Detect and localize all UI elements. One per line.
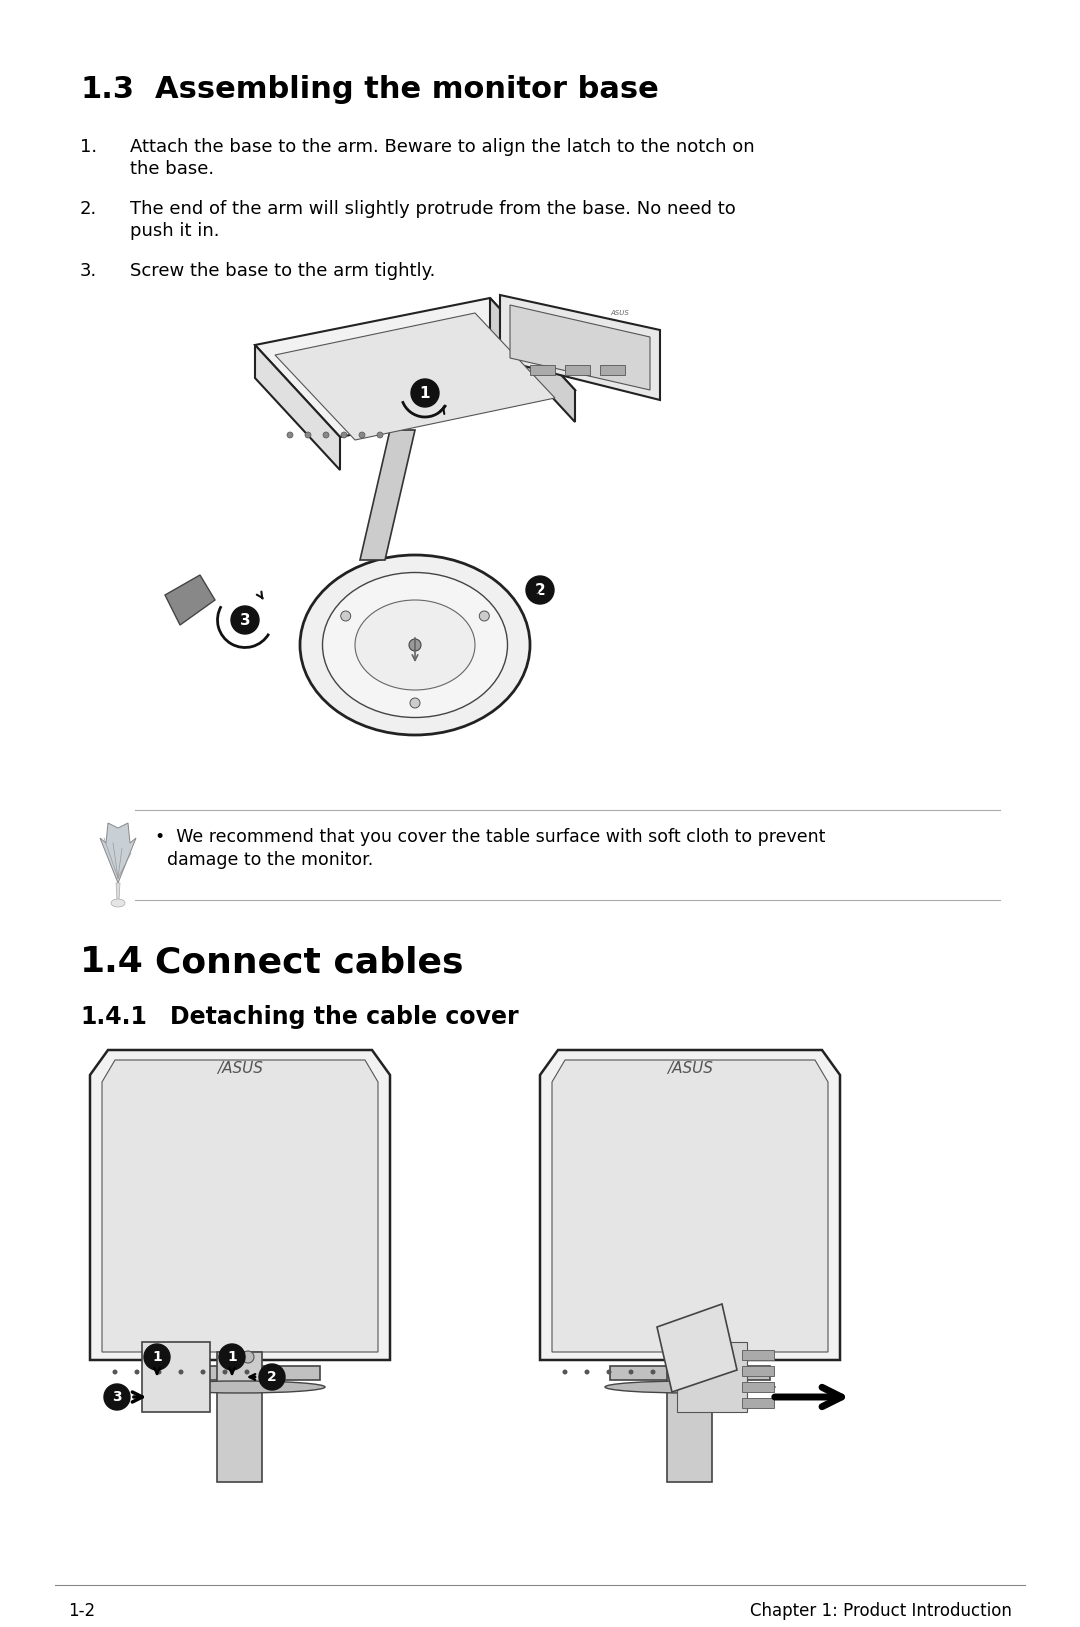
Circle shape bbox=[563, 1370, 567, 1375]
Circle shape bbox=[480, 612, 489, 622]
Text: Screw the base to the arm tightly.: Screw the base to the arm tightly. bbox=[130, 262, 435, 280]
Text: Attach the base to the arm. Beware to align the latch to the notch on: Attach the base to the arm. Beware to al… bbox=[130, 138, 755, 156]
Circle shape bbox=[104, 1385, 130, 1411]
Text: 1.3: 1.3 bbox=[80, 75, 134, 104]
Polygon shape bbox=[255, 298, 575, 438]
Circle shape bbox=[287, 433, 293, 438]
Bar bbox=[742, 1350, 774, 1360]
Bar bbox=[565, 364, 590, 374]
Bar bbox=[677, 1342, 747, 1412]
Bar bbox=[667, 1352, 712, 1482]
Polygon shape bbox=[100, 823, 136, 883]
Polygon shape bbox=[510, 304, 650, 390]
Text: 3.: 3. bbox=[80, 262, 97, 280]
Circle shape bbox=[359, 433, 365, 438]
Circle shape bbox=[526, 576, 554, 604]
Circle shape bbox=[692, 1350, 704, 1363]
Polygon shape bbox=[500, 294, 660, 400]
Circle shape bbox=[201, 1370, 205, 1375]
Circle shape bbox=[226, 1350, 238, 1363]
Circle shape bbox=[340, 612, 351, 622]
Text: Detaching the cable cover: Detaching the cable cover bbox=[170, 1005, 518, 1028]
Text: 2: 2 bbox=[267, 1370, 276, 1385]
Ellipse shape bbox=[156, 1381, 325, 1393]
Circle shape bbox=[629, 1370, 634, 1375]
Circle shape bbox=[676, 1350, 688, 1363]
Polygon shape bbox=[540, 1049, 840, 1360]
Ellipse shape bbox=[111, 900, 125, 906]
Circle shape bbox=[135, 1370, 139, 1375]
Text: Chapter 1: Product Introduction: Chapter 1: Product Introduction bbox=[751, 1603, 1012, 1620]
Circle shape bbox=[694, 1370, 700, 1375]
Polygon shape bbox=[116, 883, 120, 900]
Bar bbox=[141, 1342, 210, 1412]
Text: Connect cables: Connect cables bbox=[156, 945, 463, 979]
Polygon shape bbox=[90, 1049, 390, 1360]
Text: /ASUS: /ASUS bbox=[667, 1061, 713, 1075]
Text: /ASUS: /ASUS bbox=[217, 1061, 262, 1075]
Text: 1-2: 1-2 bbox=[68, 1603, 95, 1620]
Circle shape bbox=[323, 433, 329, 438]
Circle shape bbox=[305, 433, 311, 438]
Polygon shape bbox=[165, 574, 215, 625]
Circle shape bbox=[607, 1370, 611, 1375]
Polygon shape bbox=[275, 312, 555, 439]
Text: •  We recommend that you cover the table surface with soft cloth to prevent: • We recommend that you cover the table … bbox=[156, 828, 825, 846]
Text: The end of the arm will slightly protrude from the base. No need to: The end of the arm will slightly protrud… bbox=[130, 200, 735, 218]
Text: 2.: 2. bbox=[80, 200, 97, 218]
Text: push it in.: push it in. bbox=[130, 221, 219, 241]
Text: 2: 2 bbox=[535, 582, 545, 597]
Circle shape bbox=[409, 639, 421, 651]
Circle shape bbox=[222, 1370, 228, 1375]
Text: 1: 1 bbox=[227, 1350, 237, 1363]
Text: ASUS: ASUS bbox=[610, 311, 630, 316]
Circle shape bbox=[144, 1344, 170, 1370]
Polygon shape bbox=[360, 430, 415, 560]
Bar bbox=[217, 1352, 262, 1482]
Polygon shape bbox=[490, 298, 575, 421]
Circle shape bbox=[244, 1370, 249, 1375]
Circle shape bbox=[231, 605, 259, 635]
Text: 3: 3 bbox=[240, 612, 251, 628]
Circle shape bbox=[219, 1344, 245, 1370]
Text: 1: 1 bbox=[420, 386, 430, 400]
Ellipse shape bbox=[355, 600, 475, 690]
Circle shape bbox=[112, 1370, 118, 1375]
Circle shape bbox=[341, 433, 347, 438]
Bar bbox=[742, 1367, 774, 1376]
Bar bbox=[742, 1398, 774, 1407]
Ellipse shape bbox=[300, 555, 530, 735]
Text: 1.4.1: 1.4.1 bbox=[80, 1005, 147, 1028]
Bar bbox=[600, 364, 625, 374]
Circle shape bbox=[157, 1370, 162, 1375]
Bar bbox=[742, 1381, 774, 1393]
Text: damage to the monitor.: damage to the monitor. bbox=[167, 851, 374, 869]
Polygon shape bbox=[657, 1303, 737, 1393]
Text: the base.: the base. bbox=[130, 159, 214, 177]
Text: 1.4: 1.4 bbox=[80, 945, 144, 979]
Circle shape bbox=[584, 1370, 590, 1375]
Polygon shape bbox=[102, 1061, 378, 1352]
Circle shape bbox=[410, 698, 420, 708]
Text: 1.: 1. bbox=[80, 138, 97, 156]
Circle shape bbox=[716, 1370, 721, 1375]
Text: 1: 1 bbox=[152, 1350, 162, 1363]
Bar bbox=[610, 1367, 770, 1380]
Polygon shape bbox=[255, 345, 340, 470]
Text: Assembling the monitor base: Assembling the monitor base bbox=[156, 75, 659, 104]
Polygon shape bbox=[552, 1061, 828, 1352]
Bar bbox=[160, 1367, 320, 1380]
Text: 3: 3 bbox=[112, 1389, 122, 1404]
Circle shape bbox=[411, 379, 438, 407]
Circle shape bbox=[242, 1350, 254, 1363]
Ellipse shape bbox=[605, 1381, 775, 1393]
Circle shape bbox=[267, 1370, 271, 1375]
Circle shape bbox=[178, 1370, 184, 1375]
Bar bbox=[530, 364, 555, 374]
Circle shape bbox=[650, 1370, 656, 1375]
Circle shape bbox=[259, 1363, 285, 1389]
Circle shape bbox=[673, 1370, 677, 1375]
Circle shape bbox=[377, 433, 383, 438]
Ellipse shape bbox=[323, 573, 508, 718]
